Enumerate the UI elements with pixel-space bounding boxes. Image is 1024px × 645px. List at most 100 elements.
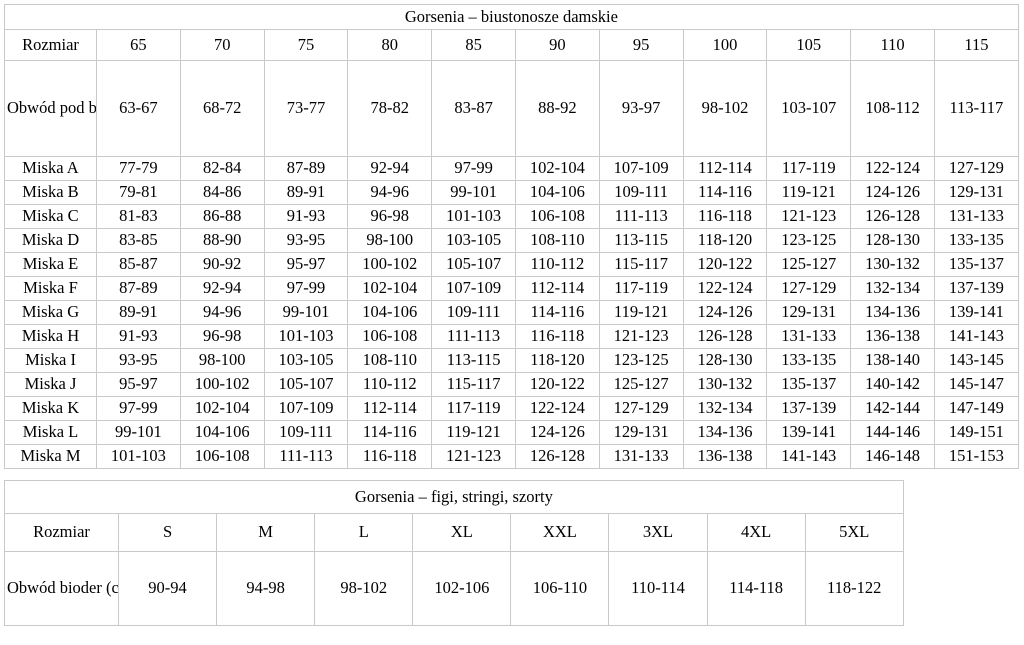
cup-value: 141-143 xyxy=(766,444,852,469)
bottoms-hip-value: 98-102 xyxy=(314,551,414,626)
cup-value: 113-115 xyxy=(431,348,516,373)
bottoms-title-row: Gorsenia – figi, stringi, szorty xyxy=(4,480,904,514)
cup-value: 145-147 xyxy=(933,372,1019,397)
cup-value: 93-95 xyxy=(263,228,349,253)
cup-value: 112-114 xyxy=(347,396,433,421)
cup-value: 141-143 xyxy=(933,324,1019,349)
cup-value: 106-108 xyxy=(179,444,265,469)
cup-value: 108-110 xyxy=(514,228,600,253)
bra-size-header-65: 65 xyxy=(96,29,181,61)
cup-value: 135-137 xyxy=(766,372,852,397)
cup-value: 105-107 xyxy=(263,372,349,397)
table-row: Miska H 91-93 96-98 101-103 106-108 111-… xyxy=(4,324,1019,349)
cup-value: 151-153 xyxy=(933,444,1019,469)
cup-value: 89-91 xyxy=(96,300,181,325)
cup-value: 125-127 xyxy=(766,252,852,277)
cup-value: 112-114 xyxy=(682,156,768,181)
cup-value: 101-103 xyxy=(431,204,516,229)
cup-value: 109-111 xyxy=(431,300,516,325)
cup-value: 127-129 xyxy=(598,396,684,421)
bra-underbust-value: 108-112 xyxy=(850,60,935,157)
cup-value: 83-85 xyxy=(96,228,181,253)
bottoms-size-header-m: M xyxy=(216,513,316,552)
cup-value: 116-118 xyxy=(347,444,433,469)
cup-value: 102-104 xyxy=(514,156,600,181)
cup-value: 129-131 xyxy=(766,300,852,325)
cup-value: 135-137 xyxy=(933,252,1019,277)
cup-value: 106-108 xyxy=(514,204,600,229)
cup-value: 106-108 xyxy=(347,324,433,349)
cup-value: 98-100 xyxy=(347,228,433,253)
cup-value: 107-109 xyxy=(431,276,516,301)
cup-value: 99-101 xyxy=(96,420,181,445)
cup-value: 88-90 xyxy=(179,228,265,253)
bra-underbust-value: 73-77 xyxy=(263,60,349,157)
table-row: Miska G 89-91 94-96 99-101 104-106 109-1… xyxy=(4,300,1019,325)
cup-value: 90-92 xyxy=(179,252,265,277)
bra-size-header-115: 115 xyxy=(933,29,1019,61)
cup-value: 96-98 xyxy=(179,324,265,349)
cup-value: 114-116 xyxy=(682,180,768,205)
cup-value: 129-131 xyxy=(598,420,684,445)
cup-label: Miska J xyxy=(4,372,97,397)
cup-value: 95-97 xyxy=(263,252,349,277)
cup-value: 117-119 xyxy=(766,156,852,181)
table-row: Miska D 83-85 88-90 93-95 98-100 103-105… xyxy=(4,228,1019,253)
bra-underbust-value: 63-67 xyxy=(96,60,181,157)
bottoms-size-header-5xl: 5XL xyxy=(804,513,904,552)
cup-value: 91-93 xyxy=(96,324,181,349)
cup-value: 115-117 xyxy=(598,252,684,277)
cup-value: 85-87 xyxy=(96,252,181,277)
cup-value: 122-124 xyxy=(514,396,600,421)
bra-size-header-100: 100 xyxy=(682,29,768,61)
cup-value: 130-132 xyxy=(682,372,768,397)
cup-value: 102-104 xyxy=(179,396,265,421)
bottoms-size-table: Gorsenia – figi, stringi, szorty Rozmiar… xyxy=(4,480,904,626)
cup-value: 118-120 xyxy=(682,228,768,253)
cup-value: 117-119 xyxy=(598,276,684,301)
cup-value: 124-126 xyxy=(850,180,935,205)
cup-value: 138-140 xyxy=(850,348,935,373)
cup-value: 108-110 xyxy=(347,348,433,373)
cup-value: 124-126 xyxy=(682,300,768,325)
bottoms-hip-value: 110-114 xyxy=(608,551,708,626)
cup-value: 92-94 xyxy=(347,156,433,181)
cup-value: 126-128 xyxy=(850,204,935,229)
bra-underbust-label: Obwód pod biustem (cm) xyxy=(4,60,97,157)
cup-value: 107-109 xyxy=(598,156,684,181)
bra-underbust-value: 88-92 xyxy=(514,60,600,157)
cup-value: 139-141 xyxy=(766,420,852,445)
cup-value: 119-121 xyxy=(766,180,852,205)
cup-value: 99-101 xyxy=(431,180,516,205)
cup-value: 104-106 xyxy=(347,300,433,325)
cup-value: 114-116 xyxy=(347,420,433,445)
cup-value: 105-107 xyxy=(431,252,516,277)
table-row: Miska A 77-79 82-84 87-89 92-94 97-99 10… xyxy=(4,156,1019,181)
cup-value: 86-88 xyxy=(179,204,265,229)
cup-value: 119-121 xyxy=(598,300,684,325)
bottoms-hip-row: Obwód bioder (cm) 90-94 94-98 98-102 102… xyxy=(4,551,904,626)
cup-label: Miska M xyxy=(4,444,97,469)
bottoms-table-title: Gorsenia – figi, stringi, szorty xyxy=(4,480,904,514)
table-row: Miska I 93-95 98-100 103-105 108-110 113… xyxy=(4,348,1019,373)
cup-value: 94-96 xyxy=(179,300,265,325)
cup-value: 110-112 xyxy=(347,372,433,397)
cup-value: 139-141 xyxy=(933,300,1019,325)
bra-size-table: Gorsenia – biustonosze damskie Rozmiar 6… xyxy=(4,4,1019,469)
cup-value: 103-105 xyxy=(263,348,349,373)
cup-value: 134-136 xyxy=(682,420,768,445)
cup-value: 94-96 xyxy=(347,180,433,205)
cup-value: 137-139 xyxy=(933,276,1019,301)
cup-value: 107-109 xyxy=(263,396,349,421)
bottoms-header-row: Rozmiar S M L XL XXL 3XL 4XL 5XL xyxy=(4,513,904,552)
cup-value: 130-132 xyxy=(850,252,935,277)
bottoms-hip-value: 106-110 xyxy=(510,551,610,626)
cup-value: 114-116 xyxy=(514,300,600,325)
bottoms-hip-value: 114-118 xyxy=(706,551,806,626)
cup-value: 123-125 xyxy=(598,348,684,373)
cup-value: 100-102 xyxy=(179,372,265,397)
cup-value: 98-100 xyxy=(179,348,265,373)
cup-value: 87-89 xyxy=(263,156,349,181)
cup-value: 97-99 xyxy=(263,276,349,301)
cup-value: 101-103 xyxy=(96,444,181,469)
